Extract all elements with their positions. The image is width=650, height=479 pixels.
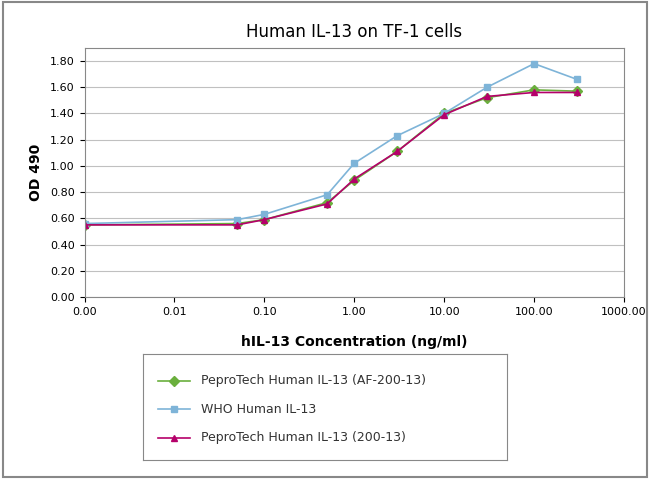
PeproTech Human IL-13 (AF-200-13) (393, 148, 401, 154)
PeproTech Human IL-13 (200-13) (323, 201, 331, 207)
PeproTech Human IL-13 (200-13) (440, 112, 448, 118)
Title: Human IL-13 on TF-1 cells: Human IL-13 on TF-1 cells (246, 23, 462, 41)
Text: PeproTech Human IL-13 (200-13): PeproTech Human IL-13 (200-13) (202, 431, 406, 444)
WHO Human IL-13 (440, 111, 448, 116)
PeproTech Human IL-13 (AF-200-13) (323, 200, 331, 205)
PeproTech Human IL-13 (200-13) (233, 222, 241, 228)
PeproTech Human IL-13 (200-13) (261, 217, 268, 223)
WHO Human IL-13 (530, 61, 538, 67)
WHO Human IL-13 (323, 192, 331, 198)
PeproTech Human IL-13 (AF-200-13) (261, 217, 268, 223)
PeproTech Human IL-13 (AF-200-13) (81, 222, 88, 228)
Text: hIL-13 Concentration (ng/ml): hIL-13 Concentration (ng/ml) (241, 335, 467, 350)
PeproTech Human IL-13 (200-13) (350, 176, 358, 182)
PeproTech Human IL-13 (200-13) (393, 148, 401, 154)
PeproTech Human IL-13 (200-13) (483, 93, 491, 99)
WHO Human IL-13 (573, 77, 581, 82)
PeproTech Human IL-13 (AF-200-13) (483, 95, 491, 101)
WHO Human IL-13 (393, 133, 401, 138)
PeproTech Human IL-13 (AF-200-13) (233, 221, 241, 227)
WHO Human IL-13 (350, 160, 358, 166)
Line: PeproTech Human IL-13 (200-13): PeproTech Human IL-13 (200-13) (81, 89, 580, 228)
PeproTech Human IL-13 (AF-200-13) (573, 88, 581, 94)
Line: PeproTech Human IL-13 (AF-200-13): PeproTech Human IL-13 (AF-200-13) (81, 86, 580, 228)
PeproTech Human IL-13 (200-13) (530, 90, 538, 95)
PeproTech Human IL-13 (200-13) (573, 90, 581, 95)
Y-axis label: OD 490: OD 490 (29, 144, 43, 201)
WHO Human IL-13 (261, 212, 268, 217)
PeproTech Human IL-13 (AF-200-13) (350, 177, 358, 183)
WHO Human IL-13 (233, 217, 241, 223)
PeproTech Human IL-13 (AF-200-13) (530, 87, 538, 93)
PeproTech Human IL-13 (AF-200-13) (440, 111, 448, 116)
Line: WHO Human IL-13: WHO Human IL-13 (81, 60, 580, 227)
Text: PeproTech Human IL-13 (AF-200-13): PeproTech Human IL-13 (AF-200-13) (202, 374, 426, 388)
WHO Human IL-13 (81, 221, 88, 227)
WHO Human IL-13 (483, 84, 491, 90)
PeproTech Human IL-13 (200-13) (81, 222, 88, 228)
Text: WHO Human IL-13: WHO Human IL-13 (202, 403, 317, 416)
